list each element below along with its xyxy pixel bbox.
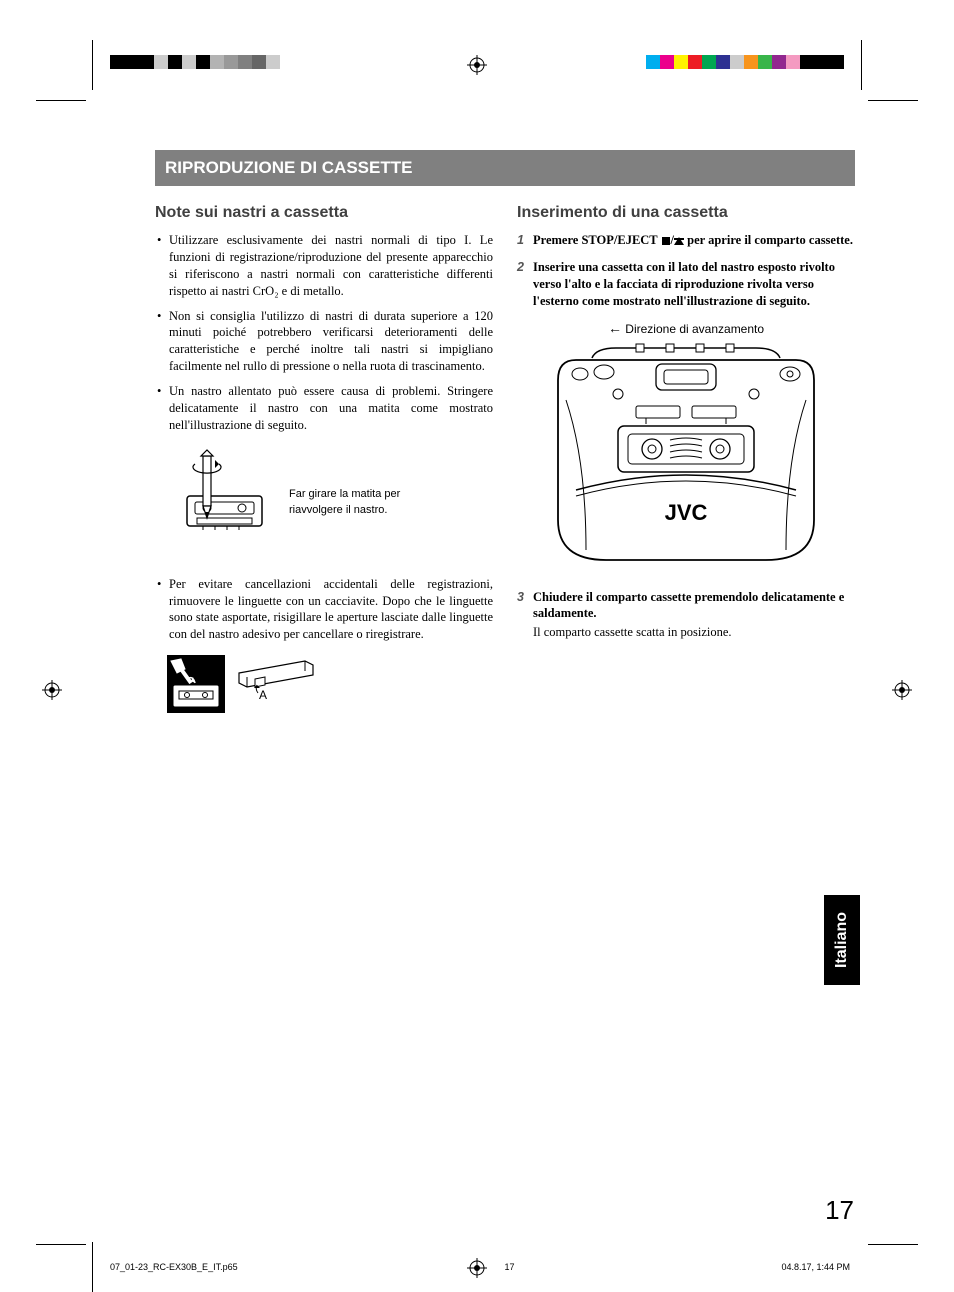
pencil-cassette-icon: [167, 448, 277, 558]
note-item: Un nastro allentato può essere causa di …: [155, 383, 493, 434]
figure-caption: Far girare la matita per riavvolgere il …: [289, 487, 429, 518]
printer-swatch: [182, 55, 196, 69]
crop-mark: [36, 1244, 86, 1245]
section-banner: RIPRODUZIONE DI CASSETTE: [155, 150, 855, 186]
stop-icon: [662, 237, 670, 245]
figure-pencil-cassette: Far girare la matita per riavvolgere il …: [167, 448, 493, 558]
figure-tab-removal: A: [167, 655, 493, 713]
step-text: Inserire una cassetta con il lato del na…: [533, 260, 835, 308]
printer-swatch: [110, 55, 154, 69]
printer-swatch: [660, 55, 674, 69]
footer-page: 17: [505, 1262, 515, 1272]
boombox-icon: JVC: [546, 340, 826, 570]
note-item: Utilizzare esclusivamente dei nastri nor…: [155, 232, 493, 300]
step-text: per aprire il comparto cassette.: [684, 233, 853, 247]
step-text: Premere STOP/EJECT: [533, 233, 661, 247]
footer-file: 07_01-23_RC-EX30B_E_IT.p65: [110, 1262, 238, 1272]
printer-swatch: [800, 55, 844, 69]
footer: 07_01-23_RC-EX30B_E_IT.p65 17 04.8.17, 1…: [110, 1262, 850, 1272]
step-subtext: Il comparto cassette scatta in posizione…: [533, 624, 855, 641]
crop-mark: [92, 1242, 93, 1292]
step-item: 1 Premere STOP/EJECT / per aprire il com…: [517, 232, 855, 249]
printer-swatch: [786, 55, 800, 69]
note-item: Non si consiglia l'utilizzo di nastri di…: [155, 308, 493, 376]
figure-device: JVC: [517, 340, 855, 575]
printer-swatch: [730, 55, 744, 69]
printer-left-blocks: [110, 55, 280, 73]
registration-mark-right: [892, 680, 912, 700]
printer-swatch: [210, 55, 224, 69]
crop-mark: [868, 100, 918, 101]
printer-swatch: [688, 55, 702, 69]
printer-swatch: [196, 55, 210, 69]
printer-swatch: [716, 55, 730, 69]
steps-list: 1 Premere STOP/EJECT / per aprire il com…: [517, 232, 855, 310]
printer-swatch: [266, 55, 280, 69]
printer-swatch: [758, 55, 772, 69]
printer-swatch: [702, 55, 716, 69]
crop-mark: [868, 1244, 918, 1245]
printer-swatch: [772, 55, 786, 69]
crop-mark: [36, 100, 86, 101]
step-number: 1: [517, 232, 524, 249]
cassette-tab-icon: A: [235, 655, 315, 713]
step-item: 3 Chiudere il comparto cassette premendo…: [517, 589, 855, 642]
registration-mark-left: [42, 680, 62, 700]
heading-insert: Inserimento di una cassetta: [517, 204, 855, 222]
printer-swatch: [646, 55, 660, 69]
language-tab: Italiano: [824, 895, 860, 985]
svg-text:A: A: [259, 688, 267, 702]
step-number: 2: [517, 259, 524, 276]
printer-swatch: [252, 55, 266, 69]
left-column: Note sui nastri a cassetta Utilizzare es…: [155, 204, 493, 713]
right-column: Inserimento di una cassetta 1 Premere ST…: [517, 204, 855, 713]
printer-swatch: [224, 55, 238, 69]
crop-mark: [861, 40, 862, 90]
notes-list-1: Utilizzare esclusivamente dei nastri nor…: [155, 232, 493, 434]
direction-label: ← Direzione di avanzamento: [517, 320, 855, 336]
registration-mark-top: [467, 55, 487, 75]
step-item: 2 Inserire una cassetta con il lato del …: [517, 259, 855, 310]
printer-swatch: [744, 55, 758, 69]
crop-mark: [92, 40, 93, 90]
printer-swatch: [168, 55, 182, 69]
steps-list-2: 3 Chiudere il comparto cassette premendo…: [517, 589, 855, 642]
printer-swatch: [238, 55, 252, 69]
printer-right-blocks: [646, 55, 844, 73]
page-number: 17: [825, 1195, 854, 1226]
note-item: Per evitare cancellazioni accidentali de…: [155, 576, 493, 644]
footer-timestamp: 04.8.17, 1:44 PM: [781, 1262, 850, 1272]
step-number: 3: [517, 589, 524, 606]
step-text: Chiudere il comparto cassette premendolo…: [533, 590, 844, 621]
notes-list-2: Per evitare cancellazioni accidentali de…: [155, 576, 493, 644]
printer-swatch: [674, 55, 688, 69]
printer-swatch: [154, 55, 168, 69]
eject-icon: [674, 237, 684, 245]
heading-notes: Note sui nastri a cassetta: [155, 204, 493, 222]
screwdriver-cassette-icon: [167, 655, 225, 713]
page-content: RIPRODUZIONE DI CASSETTE Note sui nastri…: [155, 150, 855, 713]
brand-logo: JVC: [665, 500, 708, 525]
